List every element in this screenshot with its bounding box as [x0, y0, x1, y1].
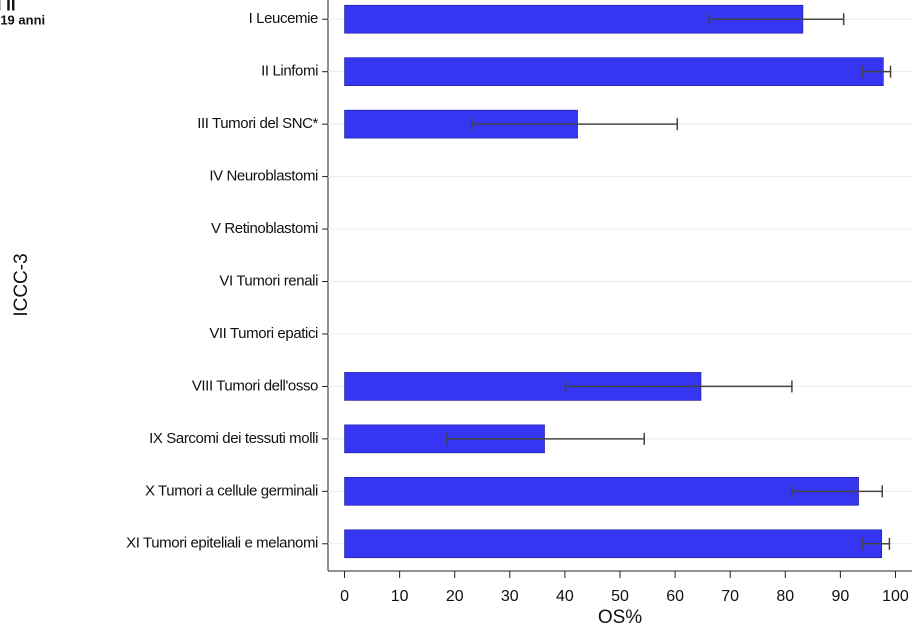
- y-tick-label: X Tumori a cellule germinali: [145, 482, 318, 499]
- bar: [344, 529, 882, 559]
- y-tick-label: II Linfomi: [261, 63, 318, 80]
- y-tick-label: IV Neuroblastomi: [209, 168, 318, 185]
- x-tick-label: 10: [391, 588, 409, 605]
- y-tick-label: XI Tumori epiteliali e melanomi: [126, 535, 318, 552]
- chart-subtitle: -19 anni: [0, 12, 45, 27]
- x-tick-label: 90: [831, 588, 849, 605]
- bar: [344, 57, 884, 86]
- x-tick-label: 70: [721, 588, 739, 605]
- y-axis-title: ICCC-3: [11, 253, 32, 316]
- y-tick-label: VI Tumori renali: [219, 272, 318, 289]
- x-axis-title: OS%: [598, 607, 642, 628]
- y-tick-label: VII Tumori epatici: [209, 325, 318, 342]
- x-tick-label: 100: [882, 588, 909, 605]
- x-tick-label: 20: [446, 588, 464, 605]
- y-tick-label: V Retinoblastomi: [211, 220, 318, 237]
- chart-title: II II: [0, 0, 16, 14]
- x-tick-label: 30: [501, 588, 519, 605]
- y-tick-label: III Tumori del SNC*: [197, 115, 318, 132]
- y-tick-label: I Leucemie: [249, 10, 318, 27]
- x-tick-label: 80: [776, 588, 794, 605]
- y-tick-label: VIII Tumori dell'osso: [192, 377, 318, 394]
- x-tick-label: 60: [666, 588, 684, 605]
- bar: [344, 477, 859, 506]
- x-tick-label: 50: [611, 588, 629, 605]
- y-tick-label: IX Sarcomi dei tessuti molli: [149, 430, 318, 447]
- x-tick-label: 40: [556, 588, 574, 605]
- x-tick-label: 0: [340, 588, 349, 605]
